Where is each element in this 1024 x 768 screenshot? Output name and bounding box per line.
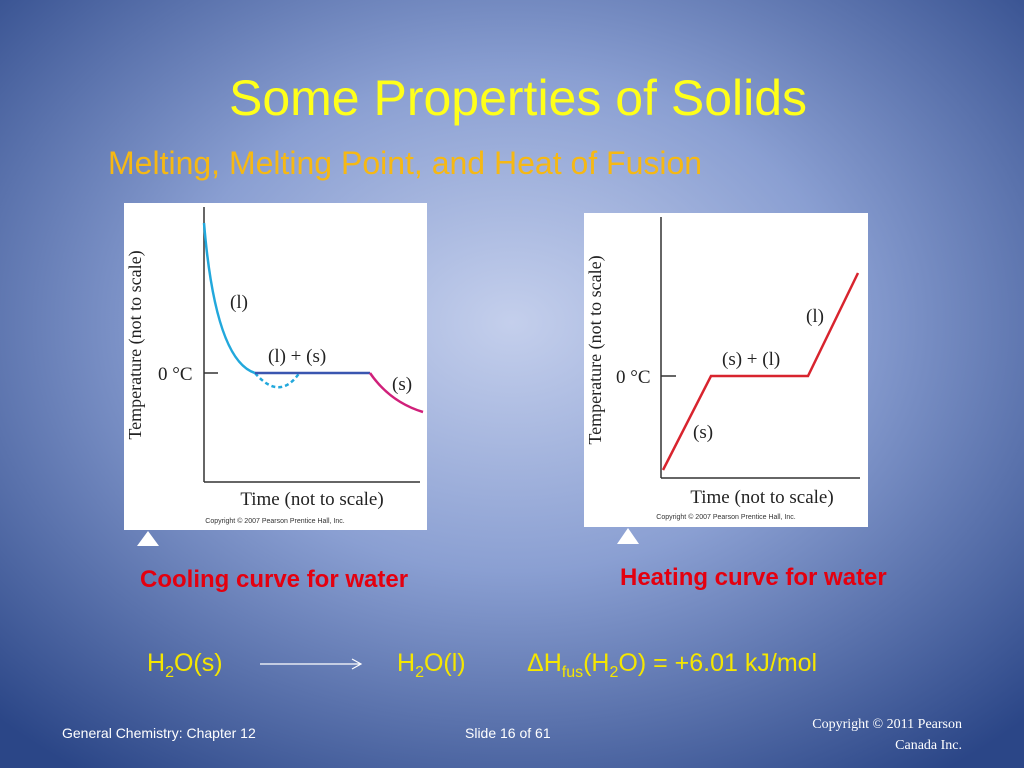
text: H xyxy=(147,649,165,677)
footer-copyright: Copyright © 2011 Pearson xyxy=(812,717,962,732)
text: H xyxy=(397,649,415,677)
axis-label: Time (not to scale) xyxy=(240,489,383,510)
axis-label: Temperature (not to scale) xyxy=(125,250,146,439)
supercooling-curve xyxy=(254,371,302,389)
product: H2O(l) xyxy=(397,649,466,681)
pointer xyxy=(137,531,159,546)
label: (s) xyxy=(693,422,713,443)
axis-label: Time (not to scale) xyxy=(690,487,833,508)
equation: H2O(s) H2O(l) ΔHfus(H2O) = +6.01 kJ/mol xyxy=(147,649,817,681)
label: (l) xyxy=(806,306,824,327)
subscript: 2 xyxy=(415,664,424,681)
title: Some Properties of Solids xyxy=(229,70,807,126)
pointer xyxy=(617,528,639,544)
enthalpy: ΔHfus(H2O) = +6.01 kJ/mol xyxy=(527,649,817,681)
subscript: 2 xyxy=(610,664,619,681)
label: (s) + (l) xyxy=(722,349,780,370)
heating-curve xyxy=(661,272,860,471)
cooling-figure: (l) (l) + (s) (s) 0 °C Temperature (not … xyxy=(124,203,427,593)
figure-panel xyxy=(124,203,427,530)
label: (l) + (s) xyxy=(268,346,326,367)
label: (s) xyxy=(392,374,412,395)
figure-panel xyxy=(584,213,868,527)
text: (H xyxy=(583,649,609,677)
subscript: 2 xyxy=(165,664,174,681)
liquid-curve xyxy=(202,222,256,375)
solid-curve xyxy=(368,372,424,414)
arrow-head xyxy=(351,658,363,670)
label: 0 °C xyxy=(616,367,651,388)
figure-copyright: Copyright © 2007 Pearson Prentice Hall, … xyxy=(205,517,344,525)
label: 0 °C xyxy=(158,364,193,385)
caption: Cooling curve for water xyxy=(140,566,408,593)
figure-copyright: Copyright © 2007 Pearson Prentice Hall, … xyxy=(656,513,795,521)
text: ΔH xyxy=(527,649,562,677)
caption: Heating curve for water xyxy=(620,564,887,591)
footer-copyright: Canada Inc. xyxy=(895,738,962,753)
label: (l) xyxy=(230,292,248,313)
subscript: fus xyxy=(562,664,583,681)
reactant: H2O(s) xyxy=(147,649,223,681)
heating-figure: (l) (s) + (l) (s) 0 °C Temperature (not … xyxy=(584,213,887,591)
footer-chapter: General Chemistry: Chapter 12 xyxy=(62,725,256,741)
text: O(s) xyxy=(174,649,223,677)
axis-label: Temperature (not to scale) xyxy=(585,255,606,444)
subtitle: Melting, Melting Point, and Heat of Fusi… xyxy=(108,145,702,181)
text: O(l) xyxy=(424,649,466,677)
footer-slide-number: Slide 16 of 61 xyxy=(465,725,551,741)
text: O) = +6.01 kJ/mol xyxy=(618,649,817,677)
